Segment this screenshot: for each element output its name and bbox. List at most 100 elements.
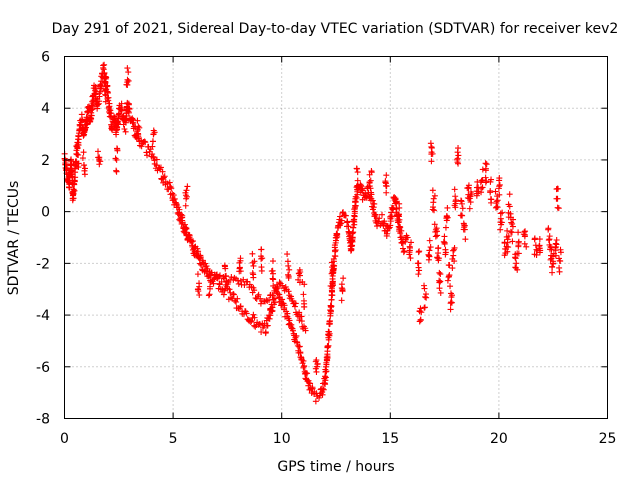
data-point [557, 258, 564, 265]
data-point [236, 268, 243, 275]
data-point [206, 271, 213, 278]
data-point [444, 277, 451, 284]
data-point [437, 278, 444, 285]
data-point [508, 219, 515, 226]
data-point [545, 237, 552, 244]
data-point [130, 119, 137, 126]
data-point [80, 162, 87, 169]
data-point [329, 264, 336, 271]
data-point [496, 181, 503, 188]
data-point [113, 156, 120, 163]
data-point [266, 315, 273, 322]
data-point [462, 236, 469, 243]
data-point [319, 385, 326, 392]
data-point [144, 152, 151, 159]
data-point [269, 304, 276, 311]
data-point [125, 69, 132, 76]
data-point [112, 155, 119, 162]
data-point [114, 147, 121, 154]
data-point [247, 319, 254, 326]
data-point [227, 294, 234, 301]
data-points [61, 61, 564, 405]
data-point [344, 218, 351, 225]
data-point [79, 116, 86, 123]
data-point [267, 312, 274, 319]
data-point [300, 297, 307, 304]
data-point [92, 83, 99, 90]
data-point [296, 309, 303, 316]
data-point [533, 246, 540, 253]
data-point [325, 331, 332, 338]
data-point [554, 185, 561, 192]
data-point [79, 155, 86, 162]
data-point [249, 259, 256, 266]
data-point [121, 126, 128, 133]
data-point [349, 234, 356, 241]
data-point [300, 291, 307, 298]
data-point [301, 281, 308, 288]
data-point [406, 243, 413, 250]
data-point [552, 240, 559, 247]
data-point [281, 302, 288, 309]
data-point [295, 276, 302, 283]
data-point [182, 224, 189, 231]
data-point [426, 247, 433, 254]
data-point [404, 234, 411, 241]
data-point [194, 271, 201, 278]
data-point [354, 177, 361, 184]
data-point [332, 247, 339, 254]
data-point [349, 229, 356, 236]
x-tick-label: 0 [60, 431, 69, 447]
data-point [515, 229, 522, 236]
data-point [368, 169, 375, 176]
data-point [497, 226, 504, 233]
data-point [494, 204, 501, 211]
data-point [387, 218, 394, 225]
data-point [125, 77, 132, 84]
data-point [451, 186, 458, 193]
data-point [505, 214, 512, 221]
data-point [234, 295, 241, 302]
data-point [149, 138, 156, 145]
data-point [536, 245, 543, 252]
data-point [269, 275, 276, 282]
data-point [387, 222, 394, 229]
data-point [499, 209, 506, 216]
data-point [555, 255, 562, 262]
tick-labels: 0 5 10 15 20 25 -8 -6 -4 -2 0 2 4 6 [36, 50, 616, 448]
data-point [320, 386, 327, 393]
data-point [496, 183, 503, 190]
data-point [351, 208, 358, 215]
x-tick-label: 15 [381, 431, 399, 447]
data-point [468, 191, 475, 198]
data-point [251, 287, 258, 294]
data-point [368, 189, 375, 196]
data-point [473, 184, 480, 191]
data-point [189, 238, 196, 245]
data-point [437, 289, 444, 296]
data-point [455, 145, 462, 152]
data-point [366, 179, 373, 186]
data-point [326, 317, 333, 324]
data-point [124, 79, 131, 86]
data-point [203, 263, 210, 270]
data-point [104, 82, 111, 89]
data-point [153, 156, 160, 163]
data-point [348, 243, 355, 250]
data-point [75, 136, 82, 143]
data-point [546, 233, 553, 240]
data-point [444, 204, 451, 211]
data-point [416, 267, 423, 274]
data-point [292, 300, 299, 307]
data-point [249, 250, 256, 257]
data-point [483, 178, 490, 185]
data-point [194, 286, 201, 293]
data-point [183, 232, 190, 239]
data-point [431, 221, 438, 228]
data-point [520, 231, 527, 238]
data-point [487, 196, 494, 203]
data-point [118, 105, 125, 112]
data-point [118, 100, 125, 107]
data-point [426, 237, 433, 244]
data-point [284, 258, 291, 265]
